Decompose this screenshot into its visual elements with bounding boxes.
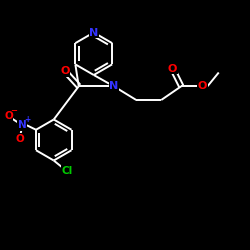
Text: +: +	[24, 115, 31, 124]
Text: O: O	[16, 134, 24, 144]
Text: O: O	[60, 66, 70, 76]
Text: N: N	[89, 28, 99, 38]
Text: N: N	[18, 120, 26, 130]
Text: N: N	[109, 81, 118, 91]
Text: O: O	[168, 64, 177, 74]
Text: Cl: Cl	[62, 166, 73, 176]
Text: O: O	[198, 81, 207, 91]
Text: O: O	[4, 111, 13, 121]
Text: −: −	[10, 106, 18, 115]
